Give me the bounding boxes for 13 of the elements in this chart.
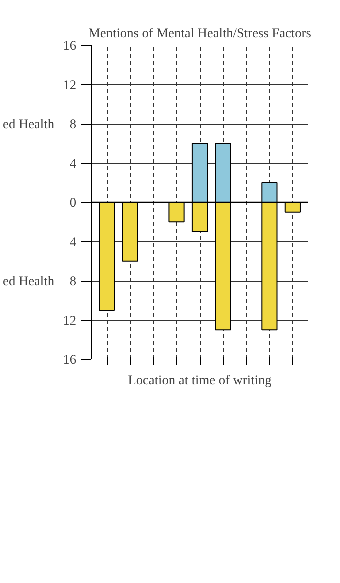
text: ed Health <box>3 274 55 288</box>
y-tick-label: 4 <box>70 234 77 250</box>
y-tick-label: 12 <box>63 77 76 92</box>
y-tick-label: 12 <box>63 312 76 328</box>
y-tick-label: 8 <box>70 116 77 132</box>
y-tick-label: 0 <box>70 195 77 210</box>
x-axis-title: Location at time of writing <box>128 372 272 388</box>
y-tick-label: 16 <box>63 38 77 53</box>
text: ed Health <box>3 116 55 132</box>
y-tick-label: 16 <box>63 352 77 367</box>
y-tick-label: 8 <box>70 274 77 288</box>
y-tick-label: 4 <box>70 156 77 171</box>
chart-title: Mentions of Mental Health/Stress Factors <box>88 26 312 40</box>
